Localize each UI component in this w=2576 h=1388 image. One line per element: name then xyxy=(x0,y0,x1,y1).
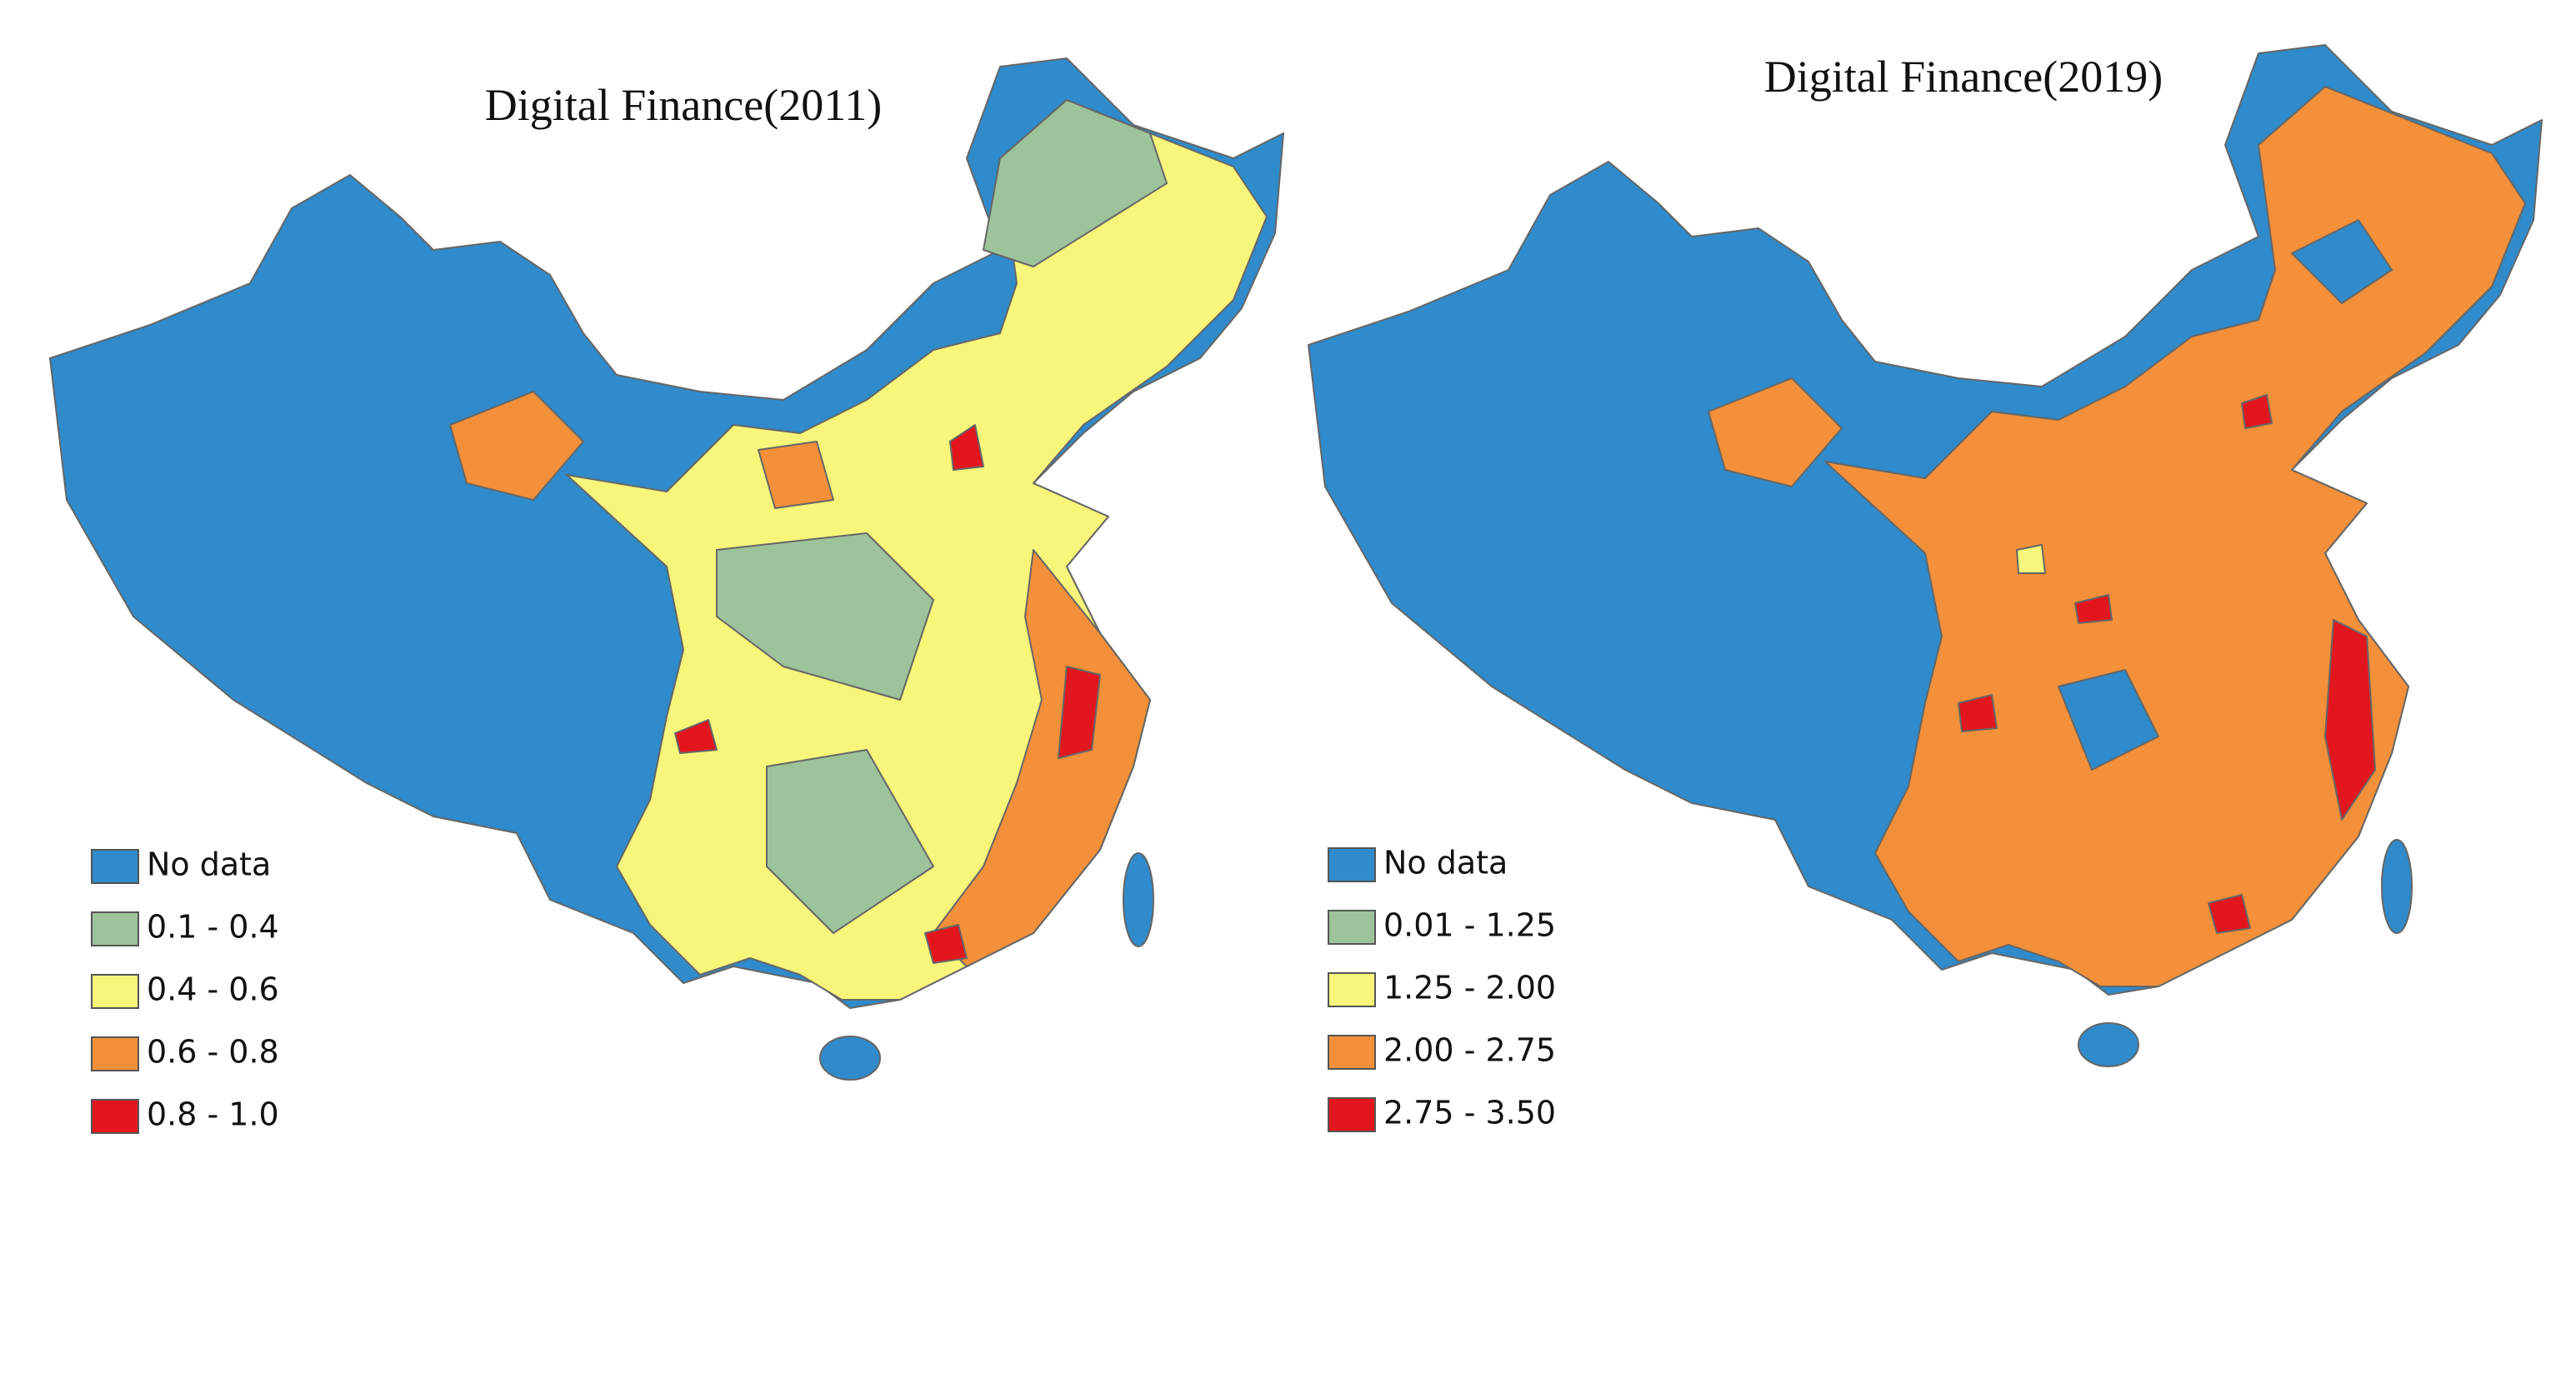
legend-label: No data xyxy=(147,846,271,883)
legend-label: 0.01 - 1.25 xyxy=(1383,907,1556,944)
hainan xyxy=(2078,1022,2139,1067)
legend-label: 2.75 - 3.50 xyxy=(1383,1095,1556,1131)
legend-swatch xyxy=(91,974,139,1009)
spot xyxy=(758,441,834,509)
legend-swatch xyxy=(1328,1097,1376,1132)
legend: No data 0.01 - 1.25 1.25 - 2.00 2.00 - 2.75… xyxy=(1328,845,1556,1132)
spot xyxy=(2291,219,2393,304)
spot xyxy=(2074,594,2113,624)
legend-label: 2.00 - 2.75 xyxy=(1383,1032,1556,1069)
map-title: Digital Finance(2019) xyxy=(1764,52,2163,102)
spot xyxy=(674,719,718,754)
hainan xyxy=(819,1036,881,1081)
legend-label: 0.8 - 1.0 xyxy=(147,1096,279,1133)
taiwan xyxy=(1123,852,1154,947)
spot xyxy=(924,924,968,964)
legend-label: 0.1 - 0.4 xyxy=(147,909,279,946)
map-panel: Digital Finance(2019) No data 0.01 - 1.25… xyxy=(1308,44,2543,1132)
spot xyxy=(2058,669,2159,771)
west-spot xyxy=(449,391,584,501)
legend-label: No data xyxy=(1383,845,1508,881)
legend-swatch xyxy=(91,911,139,946)
spot xyxy=(1058,666,1101,759)
legend-swatch xyxy=(1328,1035,1376,1070)
legend-label: 1.25 - 2.00 xyxy=(1383,970,1556,1006)
legend-label: 0.6 - 0.8 xyxy=(147,1034,279,1071)
spot xyxy=(2241,394,2273,429)
spot xyxy=(2208,894,2251,934)
taiwan xyxy=(2381,839,2413,934)
legend-swatch xyxy=(91,1099,139,1134)
east-region xyxy=(1824,86,2526,987)
legend-swatch xyxy=(91,1036,139,1071)
legend-swatch xyxy=(1328,847,1376,882)
spot xyxy=(2324,619,2376,821)
central-region xyxy=(716,532,934,701)
west-spot xyxy=(1708,377,1843,487)
south-region xyxy=(766,749,934,934)
legend-swatch xyxy=(1328,910,1376,945)
legend-swatch xyxy=(1328,972,1376,1007)
spot xyxy=(949,424,984,471)
spot xyxy=(1958,694,1998,732)
legend-swatch xyxy=(91,849,139,884)
legend-label: 0.4 - 0.6 xyxy=(147,971,279,1008)
legend: No data 0.1 - 0.4 0.4 - 0.6 0.6 - 0.8 0.8 - … xyxy=(91,846,279,1134)
spot xyxy=(2016,544,2046,574)
map-title: Digital Finance(2011) xyxy=(485,80,882,130)
map-panel: Digital Finance(2011) No data 0.1 - 0.4 0.… xyxy=(49,57,1284,1134)
